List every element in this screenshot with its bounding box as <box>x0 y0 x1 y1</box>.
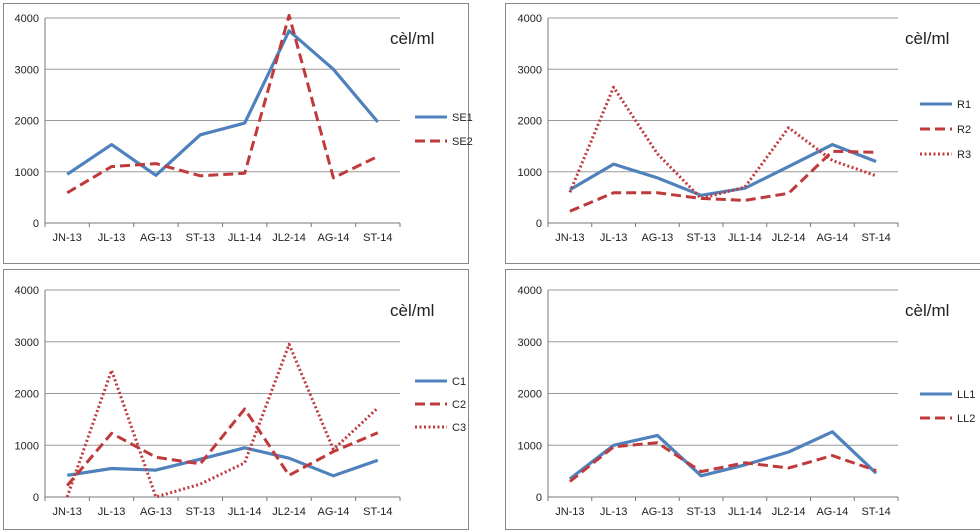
y-tick-label: 3000 <box>518 337 542 349</box>
chart-frame <box>3 3 469 264</box>
y-tick-label: 0 <box>33 218 39 230</box>
series-line-ll2 <box>568 441 877 483</box>
x-tick-label: AG-14 <box>816 232 848 244</box>
x-tick-label: JL2-14 <box>272 506 306 518</box>
x-tick-label: JL-13 <box>600 232 628 244</box>
y-tick-label: 1000 <box>518 167 542 179</box>
y-tick-label: 1000 <box>15 167 39 179</box>
series-line-se1 <box>66 29 380 177</box>
y-tick-label: 1000 <box>518 440 542 452</box>
unit-label: cèl/ml <box>390 29 434 48</box>
chart-panel-2: 0 1000 2000 3000 4000 JN-13 JL-13 AG-13 ST-13 JL1… <box>505 3 980 264</box>
legend-label-r2: R2 <box>957 124 971 136</box>
chart-frame <box>505 269 980 530</box>
y-tick-label: 2000 <box>518 116 542 128</box>
x-tick-label: JN-13 <box>53 232 82 244</box>
y-tick-label: 3000 <box>15 337 39 349</box>
y-tick-label: 2000 <box>518 389 542 401</box>
x-tick-label: JL1-14 <box>728 506 762 518</box>
legend-label-c1: C1 <box>452 376 466 388</box>
x-tick-label: JL-13 <box>600 506 628 518</box>
x-tick-label: JL2-14 <box>772 506 806 518</box>
chart-frame <box>3 269 469 530</box>
legend-label-ll2: LL2 <box>957 413 975 425</box>
y-tick-label: 0 <box>536 218 542 230</box>
y-tick-label: 3000 <box>15 64 39 76</box>
y-tick-label: 2000 <box>15 116 39 128</box>
x-tick-label: JL2-14 <box>772 232 806 244</box>
chart-frame <box>505 3 980 264</box>
x-tick-label: ST-14 <box>363 232 392 244</box>
x-tick-label: JL-13 <box>98 232 126 244</box>
series-line-c2 <box>66 407 379 487</box>
x-tick-label: AG-13 <box>140 232 172 244</box>
x-tick-label: JL-13 <box>98 506 126 518</box>
x-tick-label: ST-13 <box>186 506 215 518</box>
y-tick-label: 4000 <box>518 13 542 25</box>
x-tick-label: AG-14 <box>816 506 848 518</box>
x-tick-label: ST-13 <box>686 232 715 244</box>
chart-panel-1: 0 1000 2000 3000 4000 JN-13 JL-13 AG-13 ST-13 JL1… <box>3 3 473 264</box>
unit-label: cèl/ml <box>390 301 434 320</box>
y-tick-label: 1000 <box>15 440 39 452</box>
legend-label-c3: C3 <box>452 422 466 434</box>
series-line-r3 <box>568 85 877 200</box>
x-tick-label: JN-13 <box>53 506 82 518</box>
x-tick-label: AG-13 <box>641 506 673 518</box>
legend-label-se1: SE1 <box>452 112 473 124</box>
x-tick-label: AG-13 <box>641 232 673 244</box>
x-tick-label: AG-13 <box>140 506 172 518</box>
x-tick-label: AG-14 <box>318 506 350 518</box>
x-tick-label: JN-13 <box>555 506 584 518</box>
unit-label: cèl/ml <box>905 29 949 48</box>
y-tick-label: 4000 <box>15 13 39 25</box>
x-tick-label: JL1-14 <box>728 232 762 244</box>
chart-panel-3: 0 1000 2000 3000 4000 JN-13 JL-13 AG-13 ST-13 JL1… <box>3 269 469 530</box>
y-tick-label: 2000 <box>15 389 39 401</box>
x-tick-label: ST-13 <box>686 506 715 518</box>
y-tick-label: 0 <box>33 492 39 504</box>
legend-label-ll1: LL1 <box>957 389 975 401</box>
legend-label-c2: C2 <box>452 399 466 411</box>
x-tick-label: ST-14 <box>861 232 890 244</box>
series-line-r1 <box>569 143 877 197</box>
x-tick-label: JN-13 <box>555 232 584 244</box>
series-line-se2 <box>66 13 379 195</box>
legend-label-r1: R1 <box>957 99 971 111</box>
series-line-c1 <box>66 446 379 478</box>
legend-label-r3: R3 <box>957 149 971 161</box>
x-tick-label: JL2-14 <box>272 232 306 244</box>
x-tick-label: ST-14 <box>861 506 890 518</box>
y-tick-label: 4000 <box>15 285 39 297</box>
x-tick-label: ST-13 <box>186 232 215 244</box>
y-tick-label: 4000 <box>518 285 542 297</box>
chart-panel-4: 0 1000 2000 3000 4000 JN-13 JL-13 AG-13 ST-13 JL1… <box>505 269 980 530</box>
series-line-c3 <box>65 342 379 499</box>
x-tick-label: ST-14 <box>363 506 392 518</box>
y-tick-label: 0 <box>536 492 542 504</box>
y-tick-label: 3000 <box>518 64 542 76</box>
series-line-ll1 <box>568 430 878 481</box>
series-line-r2 <box>569 149 877 213</box>
unit-label: cèl/ml <box>905 301 949 320</box>
x-tick-label: AG-14 <box>318 232 350 244</box>
legend-label-se2: SE2 <box>452 136 473 148</box>
x-tick-label: JL1-14 <box>228 506 262 518</box>
x-tick-label: JL1-14 <box>228 232 262 244</box>
